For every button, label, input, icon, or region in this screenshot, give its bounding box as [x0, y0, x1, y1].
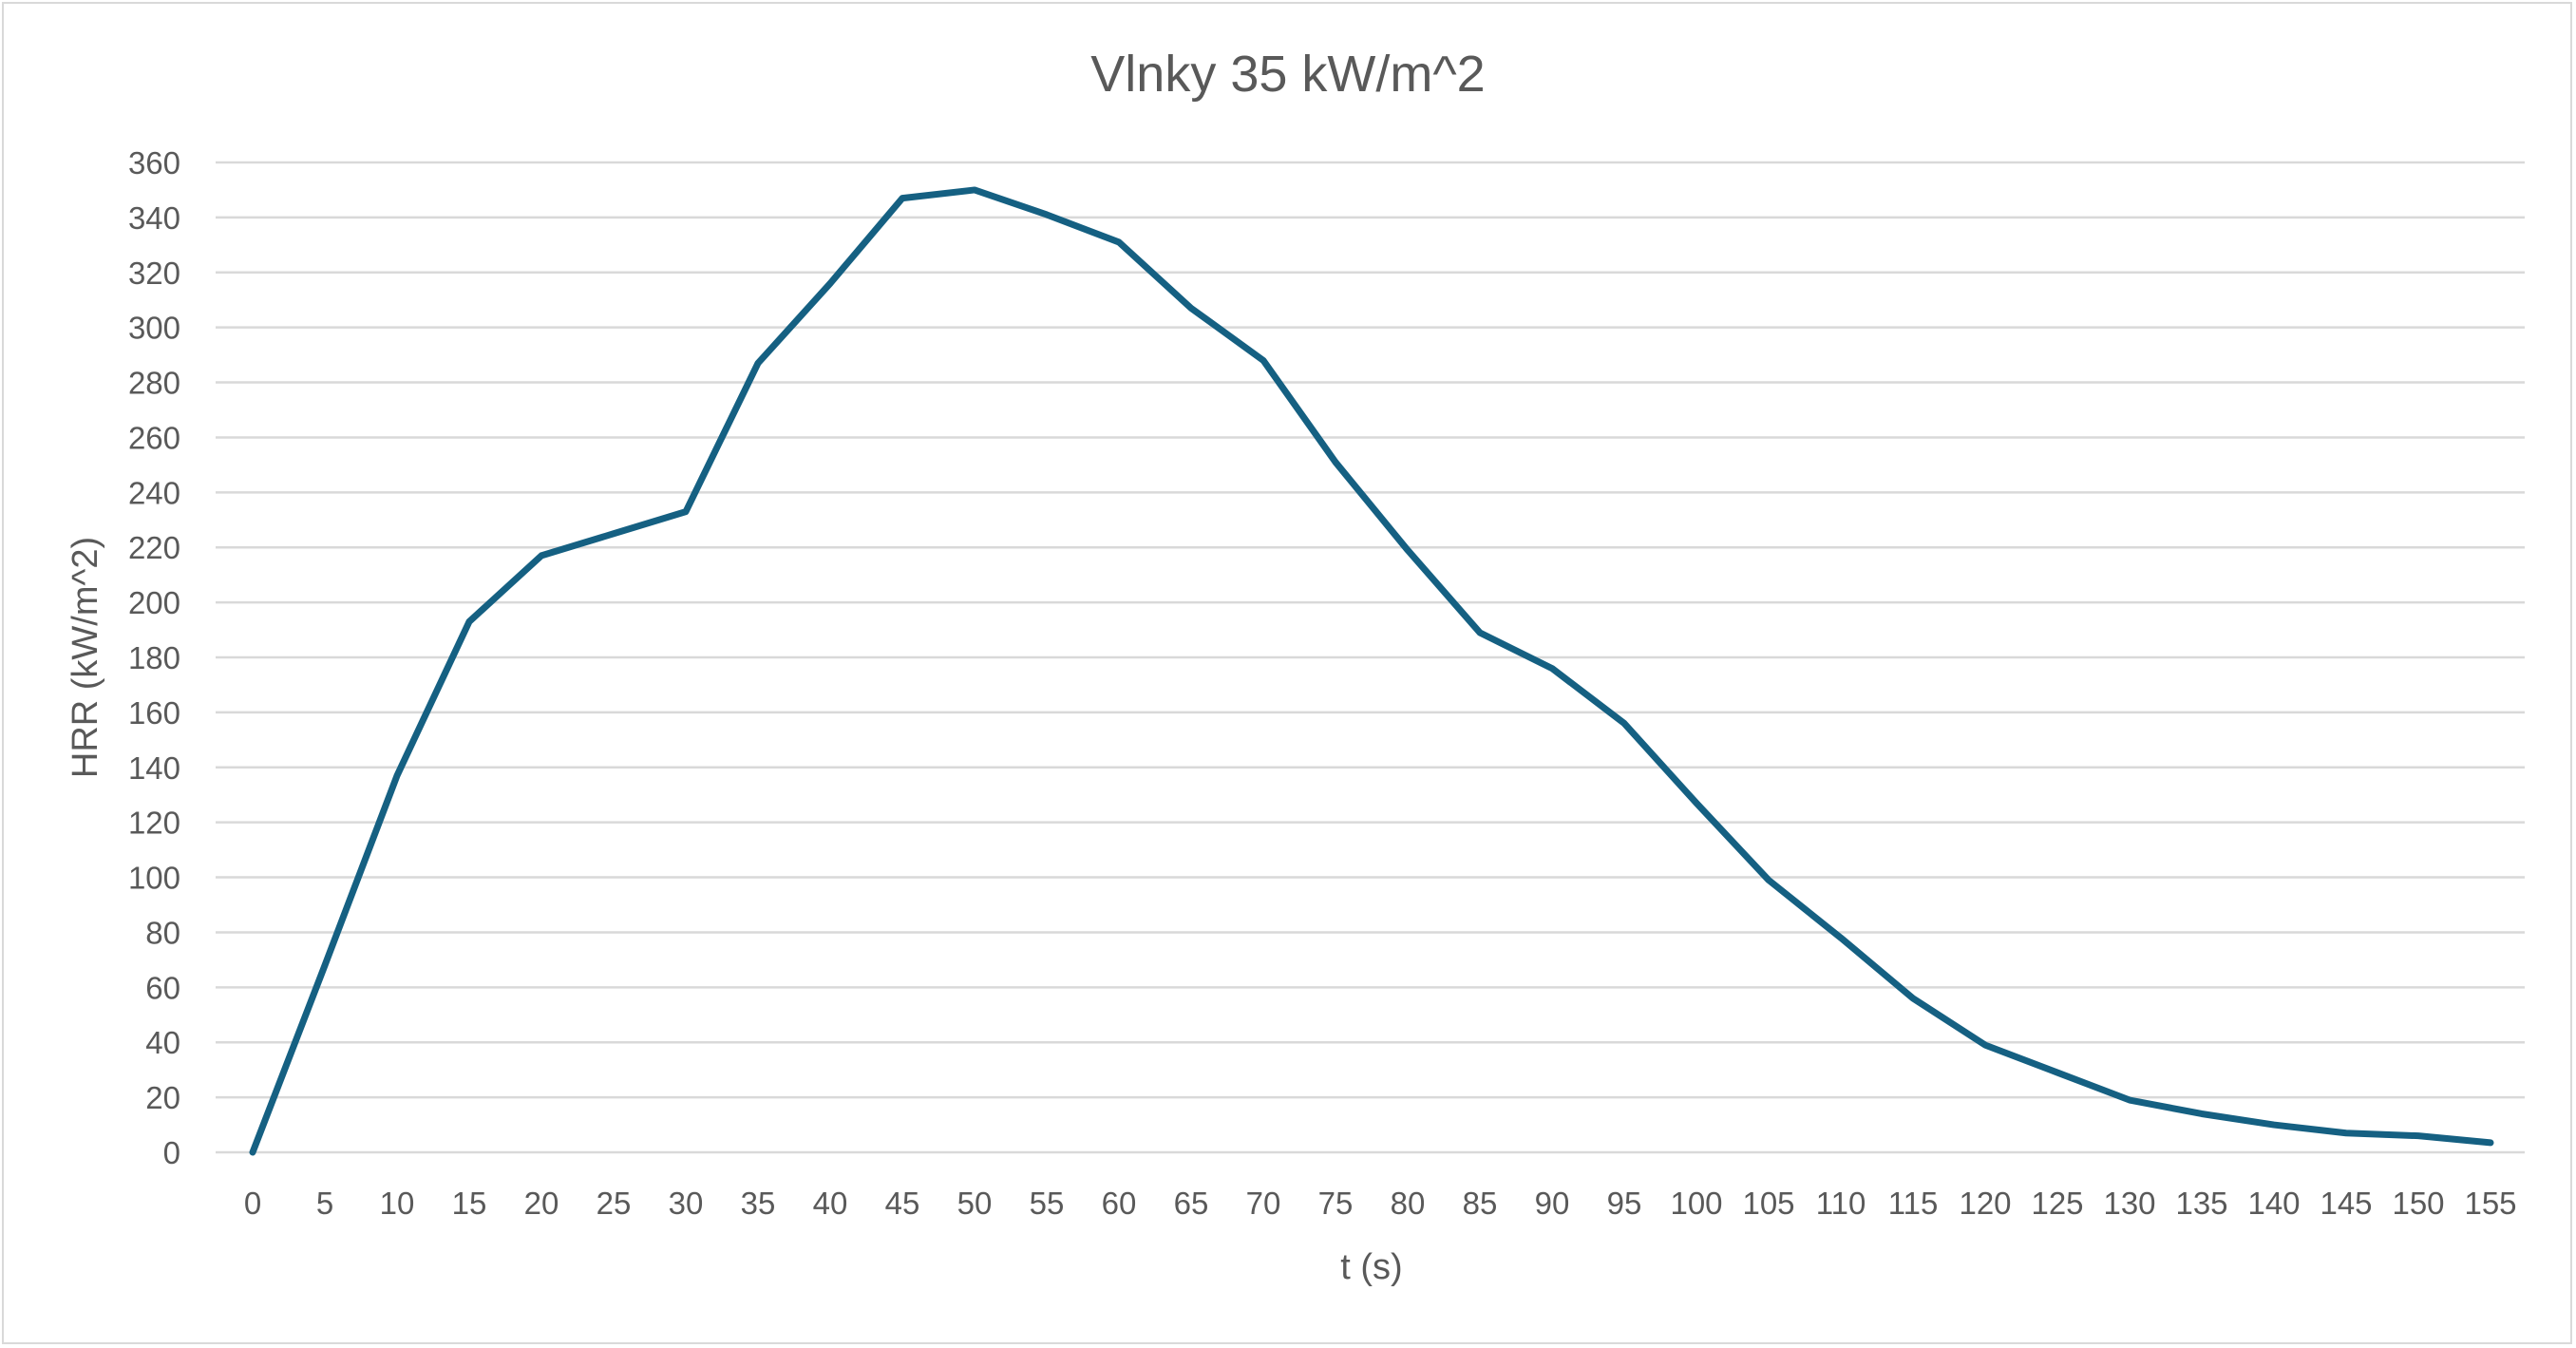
x-tick-label: 10: [380, 1186, 415, 1221]
y-axis-label: HRR (kW/m^2): [66, 537, 105, 778]
x-tick-label: 135: [2175, 1186, 2227, 1221]
x-tick-label: 25: [597, 1186, 632, 1221]
x-tick-label: 150: [2392, 1186, 2444, 1221]
x-tick-label: 75: [1318, 1186, 1354, 1221]
x-tick-label: 115: [1888, 1186, 1939, 1221]
y-tick-label: 40: [145, 1025, 180, 1060]
y-tick-label: 320: [128, 256, 180, 291]
x-tick-label: 60: [1102, 1186, 1137, 1221]
x-tick-label: 45: [885, 1186, 920, 1221]
x-tick-label: 95: [1607, 1186, 1642, 1221]
x-tick-label: 65: [1174, 1186, 1209, 1221]
x-tick-label: 110: [1816, 1186, 1866, 1221]
x-tick-label: 70: [1246, 1186, 1281, 1221]
series-line: [249, 186, 2494, 1156]
x-tick-label: 85: [1463, 1186, 1498, 1221]
y-tick-label: 120: [128, 806, 180, 841]
x-tick-label: 155: [2464, 1186, 2516, 1221]
x-tick-label: 5: [316, 1186, 333, 1221]
y-tick-label: 300: [128, 311, 180, 346]
y-tick-label: 340: [128, 200, 180, 236]
x-tick-label: 90: [1535, 1186, 1570, 1221]
x-tick-label: 100: [1670, 1186, 1722, 1221]
chart-title: Vlnky 35 kW/m^2: [1090, 46, 1485, 103]
x-tick-label: 125: [2031, 1186, 2083, 1221]
x-tick-label: 105: [1742, 1186, 1794, 1221]
x-tick-label: 50: [957, 1186, 993, 1221]
y-tick-label: 80: [145, 915, 180, 950]
y-tick-label: 260: [128, 420, 180, 455]
y-tick-label: 180: [128, 640, 180, 675]
x-tick-label: 40: [813, 1186, 848, 1221]
x-tick-label: 30: [669, 1186, 704, 1221]
x-axis-label: t (s): [1340, 1247, 1402, 1287]
x-tick-label: 35: [741, 1186, 776, 1221]
x-tick-label: 140: [2247, 1186, 2300, 1221]
y-tick-label: 100: [128, 861, 180, 896]
y-tick-label: 60: [145, 970, 180, 1005]
y-tick-label: 160: [128, 695, 180, 731]
y-tick-label: 360: [128, 145, 180, 180]
x-tick-label: 0: [244, 1186, 261, 1221]
x-tick-label: 80: [1391, 1186, 1426, 1221]
y-tick-label: 200: [128, 585, 180, 620]
x-tick-label: 130: [2103, 1186, 2155, 1221]
y-tick-label: 0: [163, 1135, 180, 1170]
y-tick-label: 220: [128, 530, 180, 565]
x-tick-label: 55: [1030, 1186, 1065, 1221]
y-tick-label: 280: [128, 366, 180, 401]
y-tick-label: 140: [128, 750, 180, 786]
x-tick-label: 15: [452, 1186, 487, 1221]
x-tick-label: 145: [2320, 1186, 2372, 1221]
x-tick-label: 20: [524, 1186, 559, 1221]
y-tick-label: 20: [145, 1080, 180, 1115]
x-tick-label: 120: [1959, 1186, 2011, 1221]
y-tick-label: 240: [128, 475, 180, 510]
